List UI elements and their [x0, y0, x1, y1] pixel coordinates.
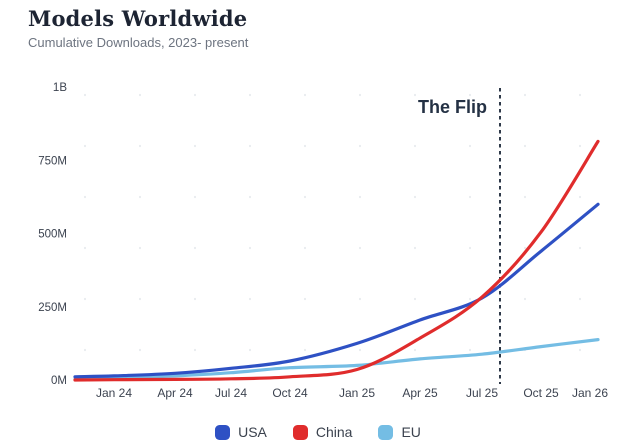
grid-dot [83, 93, 87, 97]
grid-dot [578, 195, 582, 199]
grid-dot [358, 348, 362, 352]
grid-dot [193, 195, 197, 199]
chart-header: Models Worldwide Cumulative Downloads, 2… [28, 6, 248, 50]
flip-annotation-label: The Flip [418, 97, 487, 117]
grid-dot [303, 246, 307, 250]
x-tick-label: Apr 24 [157, 386, 193, 400]
grid-dot [138, 348, 142, 352]
china-line [73, 139, 600, 382]
grid-dot [248, 246, 252, 250]
legend: USA China EU [0, 421, 636, 443]
grid-dot [138, 246, 142, 250]
grid-dot [193, 144, 197, 148]
grid-dot [523, 144, 527, 148]
y-tick-label: 1B [53, 82, 67, 94]
legend-item-eu[interactable]: EU [378, 424, 421, 440]
y-axis-labels: 1B 750M 500M 250M 0M [38, 82, 67, 387]
grid-dot [358, 246, 362, 250]
legend-label-china: China [315, 424, 353, 440]
grid-dot [523, 93, 527, 97]
grid-dot [248, 195, 252, 199]
legend-label-usa: USA [238, 424, 267, 440]
usa-line [73, 202, 600, 379]
grid-dot [303, 144, 307, 148]
grid-dot [413, 348, 417, 352]
x-tick-label: Oct 24 [272, 386, 308, 400]
grid-dot [193, 93, 197, 97]
grid-dot [303, 93, 307, 97]
x-tick-label: Jul 25 [466, 386, 498, 400]
usa-swatch-icon [215, 424, 231, 440]
chart-subtitle: Cumulative Downloads, 2023- present [28, 35, 249, 51]
grid-dot [578, 348, 582, 352]
grid-dot [303, 195, 307, 199]
grid-dot [193, 297, 197, 301]
grid-dot [413, 195, 417, 199]
grid-dot [468, 297, 472, 301]
grid-dot [413, 297, 417, 301]
grid-dot [358, 144, 362, 148]
y-tick-label: 0M [51, 375, 67, 387]
grid-dot [468, 348, 472, 352]
grid-dot [578, 144, 582, 148]
grid-dot [248, 297, 252, 301]
x-axis-labels: Jan 24 Apr 24 Jul 24 Oct 24 Jan 25 Apr 25 Jul … [96, 386, 608, 400]
x-tick-label: Apr 25 [402, 386, 438, 400]
eu-swatch-icon [378, 424, 394, 440]
grid-dot [578, 93, 582, 97]
grid-dot [83, 144, 87, 148]
x-tick-label: Jan 24 [96, 386, 132, 400]
grid-dot [468, 246, 472, 250]
grid-dot [578, 297, 582, 301]
legend-item-usa[interactable]: USA [215, 424, 267, 440]
grid-dot [83, 297, 87, 301]
grid-dot [358, 93, 362, 97]
x-tick-label: Jan 26 [572, 386, 608, 400]
x-tick-label: Jul 24 [215, 386, 247, 400]
grid-dot [83, 195, 87, 199]
eu-line [73, 338, 600, 381]
grid-dot [248, 144, 252, 148]
grid-dot [468, 195, 472, 199]
grid-dot [523, 246, 527, 250]
x-tick-label: Oct 25 [523, 386, 559, 400]
page-title: Models Worldwide [28, 6, 248, 31]
grid-dot [138, 144, 142, 148]
grid-dot [468, 93, 472, 97]
y-tick-label: 250M [38, 302, 67, 314]
grid-dot [413, 144, 417, 148]
grid-dot [83, 348, 87, 352]
grid-dot [248, 93, 252, 97]
grid-dot [523, 195, 527, 199]
x-tick-label: Jan 25 [339, 386, 375, 400]
grid-dot [413, 93, 417, 97]
grid-dot [303, 297, 307, 301]
grid-dot [138, 297, 142, 301]
grid-dot [358, 195, 362, 199]
legend-item-china[interactable]: China [292, 424, 353, 440]
china-swatch-icon [292, 424, 308, 440]
y-tick-label: 500M [38, 229, 67, 241]
grid-dot [578, 246, 582, 250]
grid-dot [138, 93, 142, 97]
grid-dot [358, 297, 362, 301]
grid-dot [248, 348, 252, 352]
grid-dot [193, 246, 197, 250]
grid-dot [523, 297, 527, 301]
grid-dot [138, 195, 142, 199]
grid-dot [413, 246, 417, 250]
grid-dots [83, 93, 582, 352]
grid-dot [83, 246, 87, 250]
grid-dot [193, 348, 197, 352]
y-tick-label: 750M [38, 155, 67, 167]
legend-label-eu: EU [401, 424, 421, 440]
grid-dot [468, 144, 472, 148]
grid-dot [303, 348, 307, 352]
